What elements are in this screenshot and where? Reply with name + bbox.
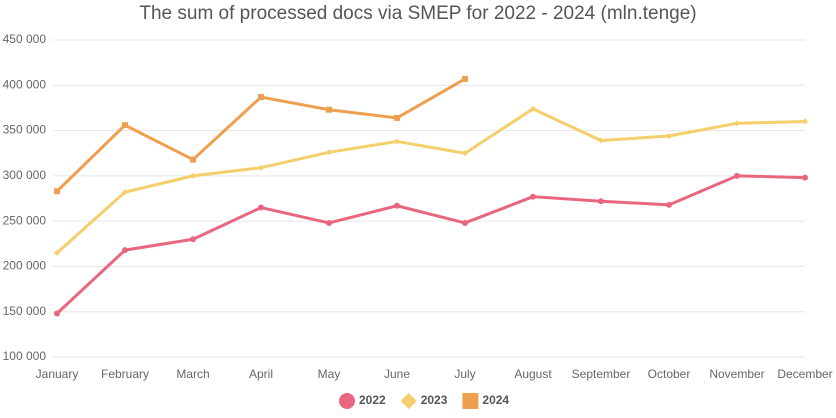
y-tick-label: 250 000 (3, 213, 47, 227)
y-tick-label: 150 000 (3, 304, 47, 318)
x-tick-label: May (318, 367, 341, 381)
point (530, 193, 536, 200)
point (666, 133, 672, 140)
point (326, 219, 332, 226)
x-tick-label: October (648, 367, 691, 381)
y-tick-label: 300 000 (3, 168, 47, 182)
legend-label: 2022 (359, 393, 386, 407)
legend-marker (400, 393, 417, 409)
point (462, 75, 468, 82)
point (326, 149, 332, 156)
x-tick-label: July (454, 367, 475, 381)
point (530, 105, 536, 112)
x-tick-label: January (36, 367, 79, 381)
y-tick-label: 100 000 (3, 349, 47, 363)
point (394, 138, 400, 145)
x-tick-label: March (176, 367, 209, 381)
point (190, 172, 196, 179)
y-tick-label: 200 000 (3, 259, 47, 273)
chart-title: The sum of processed docs via SMEP for 2… (139, 3, 696, 24)
legend-marker (339, 393, 355, 409)
point (598, 198, 604, 205)
point (734, 120, 740, 127)
point (258, 204, 264, 211)
point (54, 310, 60, 317)
x-tick-label: August (514, 367, 552, 381)
y-tick-label: 350 000 (3, 123, 47, 137)
point (258, 164, 264, 171)
point (258, 94, 264, 101)
point (122, 247, 128, 254)
point (190, 236, 196, 243)
x-tick-label: December (777, 367, 832, 381)
point (122, 122, 128, 129)
point (326, 106, 332, 113)
point (54, 188, 60, 195)
point (122, 189, 128, 196)
legend-marker (462, 393, 479, 409)
point (190, 156, 196, 163)
x-tick-label: February (101, 367, 149, 381)
point (394, 202, 400, 209)
point (666, 201, 672, 208)
point (802, 174, 808, 181)
legend-label: 2024 (482, 393, 509, 407)
series-line (55, 174, 806, 315)
point (598, 137, 604, 144)
point (54, 249, 60, 256)
point (462, 219, 468, 226)
point (394, 114, 400, 121)
legend-label: 2023 (421, 393, 448, 407)
y-tick-label: 450 000 (3, 32, 47, 46)
x-tick-label: November (709, 367, 764, 381)
point (734, 172, 740, 179)
x-tick-label: June (384, 367, 410, 381)
y-tick-label: 400 000 (3, 77, 47, 91)
series-line (56, 107, 806, 254)
x-tick-label: April (249, 367, 273, 381)
point (462, 150, 468, 157)
x-tick-label: September (572, 367, 631, 381)
point (802, 118, 808, 125)
